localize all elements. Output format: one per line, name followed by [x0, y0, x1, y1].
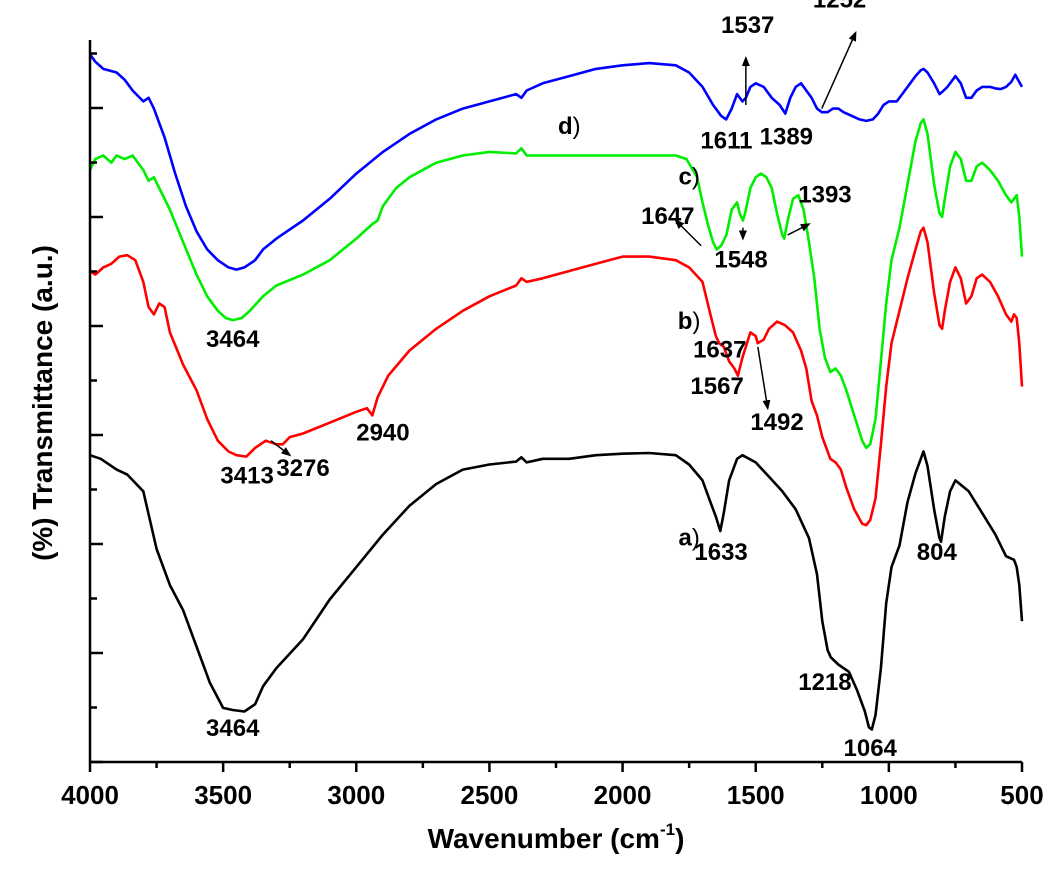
- y-ticks: [90, 52, 103, 764]
- peak-annotation: 1548: [714, 246, 767, 273]
- peak-annotation: 1537: [721, 12, 774, 39]
- peak-annotation: 1647: [641, 203, 694, 230]
- peak-annotation: 1389: [760, 124, 813, 151]
- annotation-arrow: [674, 219, 702, 247]
- x-tick-label: 3500: [194, 780, 252, 810]
- x-axis-title-main: Wavenumber (cm: [428, 823, 660, 854]
- peak-annotation: 3413: [220, 462, 273, 489]
- x-axis-title-end: ): [675, 823, 684, 854]
- peak-annotation: 804: [917, 539, 958, 566]
- x-tick-label: 2000: [594, 780, 652, 810]
- series-tag-layer: a) b) c) d): [558, 113, 701, 552]
- x-tick-label: 500: [1000, 780, 1043, 810]
- x-tick-label: 2500: [461, 780, 519, 810]
- x-tick-label: 3000: [327, 780, 385, 810]
- peak-annotation: 2940: [356, 420, 409, 447]
- peak-annotation: 1611: [700, 127, 752, 154]
- peak-annotation: 1633: [694, 539, 747, 566]
- series-line-b: [89, 226, 1024, 527]
- annotation-arrow: [757, 346, 771, 411]
- peak-annotation: 1492: [750, 409, 803, 436]
- series-tag-a: a): [678, 524, 699, 551]
- peak-annotation: 1567: [690, 373, 743, 400]
- peak-annotation: 1218: [798, 669, 851, 696]
- x-tick-label: 1500: [727, 780, 785, 810]
- peak-annotation: 3464: [206, 326, 260, 353]
- x-tick-label: 1000: [860, 780, 918, 810]
- peak-annotation: 3464: [206, 715, 260, 742]
- series-tag-d: d): [558, 113, 581, 140]
- y-axis-title: (%) Transmittance (a.u.): [27, 245, 58, 561]
- x-ticks: 4000 3500 3000 2500 2000 1500 1000 500: [61, 762, 1044, 810]
- series-tag-c: c): [678, 163, 699, 190]
- annotation-arrow: [270, 440, 292, 457]
- series-tag-b: b): [678, 308, 701, 335]
- series-line-a: [89, 450, 1024, 731]
- peak-annotation: 3276: [276, 455, 329, 482]
- series-line-d: [88, 53, 1024, 271]
- series-layer: [88, 53, 1024, 731]
- x-tick-label: 4000: [61, 780, 119, 810]
- annotation-arrow: [821, 30, 857, 109]
- x-axis-title-sup: -1: [660, 820, 675, 839]
- annotation-arrow: [787, 223, 811, 236]
- peak-annotation: 1637: [693, 337, 746, 364]
- series-line-c: [88, 118, 1024, 450]
- x-axis-title: Wavenumber (cm-1): [428, 820, 685, 854]
- peak-annotation: 1064: [844, 735, 898, 762]
- annotation-layer: 3464 1633 804 1218 1064 3413 3276 2940 1637 1567 1…: [206, 0, 957, 762]
- peak-annotation: 1393: [798, 181, 851, 208]
- peak-annotation: 1252: [813, 0, 866, 14]
